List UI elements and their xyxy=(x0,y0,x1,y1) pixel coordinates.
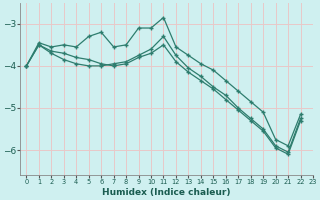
X-axis label: Humidex (Indice chaleur): Humidex (Indice chaleur) xyxy=(102,188,231,197)
